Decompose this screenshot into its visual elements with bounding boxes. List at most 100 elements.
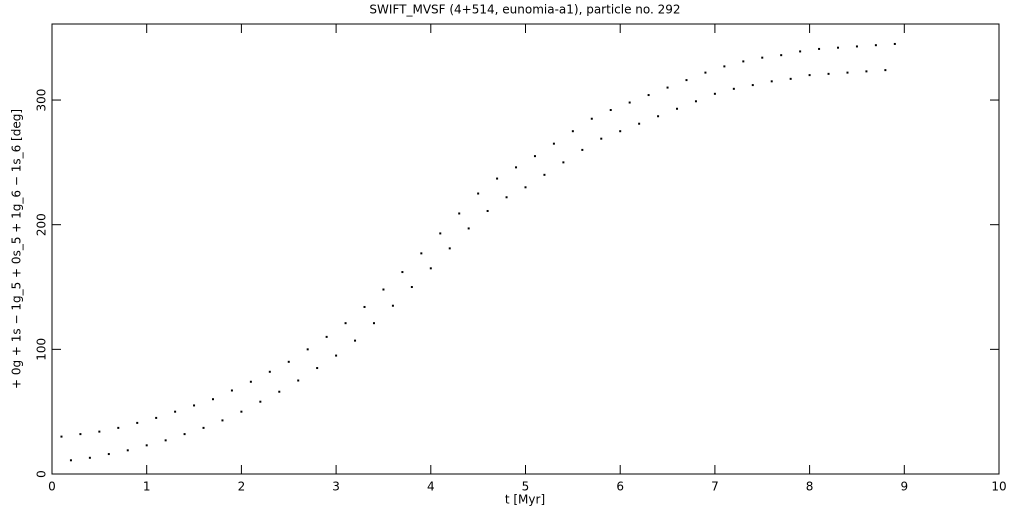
data-point — [335, 354, 338, 357]
data-point — [609, 109, 612, 112]
data-point — [552, 142, 555, 145]
data-point — [524, 186, 527, 189]
data-point — [837, 46, 840, 49]
x-tick-label: 10 — [991, 480, 1006, 494]
data-point — [174, 410, 177, 413]
data-point — [60, 435, 63, 438]
data-point — [732, 87, 735, 90]
data-point — [193, 404, 196, 407]
data-point — [88, 456, 91, 459]
data-point — [183, 433, 186, 436]
data-point — [259, 400, 262, 403]
data-point — [685, 79, 688, 82]
data-point — [429, 267, 432, 270]
y-axis-label: + 0g + 1s − 1g_5 + 0s_5 + 1g_6 − 1s_6 [d… — [10, 109, 24, 389]
x-tick-label: 3 — [332, 480, 340, 494]
data-point — [439, 232, 442, 235]
data-point — [628, 101, 631, 104]
data-point — [268, 370, 271, 373]
data-point — [704, 71, 707, 74]
y-tick-label: 100 — [35, 338, 49, 361]
data-point — [230, 389, 233, 392]
data-point — [751, 84, 754, 87]
x-tick-label: 5 — [522, 480, 530, 494]
data-point — [117, 426, 120, 429]
data-point — [98, 430, 101, 433]
x-tick-label: 8 — [806, 480, 814, 494]
data-point — [496, 177, 499, 180]
data-point — [316, 367, 319, 370]
data-point — [638, 122, 641, 125]
data-point — [354, 339, 357, 342]
x-tick-label: 1 — [143, 480, 151, 494]
data-point — [410, 286, 413, 289]
data-point — [855, 45, 858, 48]
data-point — [69, 459, 72, 462]
data-point — [590, 117, 593, 120]
data-point — [742, 60, 745, 63]
data-point — [372, 322, 375, 325]
data-point — [155, 416, 158, 419]
data-point — [278, 390, 281, 393]
data-point — [713, 92, 716, 95]
x-axis-label: t [Myr] — [505, 493, 545, 507]
data-point — [467, 227, 470, 230]
data-point — [505, 196, 508, 199]
data-point — [448, 247, 451, 250]
data-point — [533, 155, 536, 158]
data-point — [79, 433, 82, 436]
data-point — [240, 410, 243, 413]
data-point — [211, 398, 214, 401]
data-point — [136, 421, 139, 424]
data-point — [477, 192, 480, 195]
y-tick-label: 200 — [35, 213, 49, 236]
data-point — [761, 56, 764, 59]
data-point — [818, 47, 821, 50]
data-point — [391, 304, 394, 307]
data-point — [382, 288, 385, 291]
data-point — [287, 360, 290, 363]
data-point — [401, 271, 404, 274]
data-point — [571, 130, 574, 133]
data-point — [306, 348, 309, 351]
data-point — [458, 212, 461, 215]
data-point — [647, 94, 650, 97]
data-point — [657, 115, 660, 118]
data-point — [780, 54, 783, 57]
data-point — [297, 379, 300, 382]
data-point — [249, 380, 252, 383]
data-point — [676, 107, 679, 110]
data-point — [562, 161, 565, 164]
data-point — [344, 322, 347, 325]
data-point — [846, 71, 849, 74]
data-point — [145, 444, 148, 447]
data-point — [221, 419, 224, 422]
data-point — [723, 65, 726, 68]
x-tick-label: 4 — [427, 480, 435, 494]
data-point — [827, 72, 830, 75]
data-point — [325, 335, 328, 338]
x-tick-label: 9 — [900, 480, 908, 494]
data-point — [420, 252, 423, 255]
x-tick-label: 0 — [48, 480, 56, 494]
x-tick-label: 7 — [711, 480, 719, 494]
data-point — [884, 69, 887, 72]
data-point — [126, 449, 129, 452]
data-point — [164, 439, 167, 442]
chart-title: SWIFT_MVSF (4+514, eunomia-a1), particle… — [369, 3, 680, 17]
y-tick-label: 300 — [35, 89, 49, 112]
plot-frame — [51, 23, 1000, 475]
data-point — [486, 209, 489, 212]
data-point — [543, 173, 546, 176]
data-point — [865, 70, 868, 73]
data-point — [666, 86, 669, 89]
data-point — [893, 42, 896, 45]
data-point — [799, 50, 802, 53]
data-point — [515, 166, 518, 169]
data-point — [770, 80, 773, 83]
data-point — [600, 137, 603, 140]
data-point — [363, 305, 366, 308]
data-point — [694, 100, 697, 103]
